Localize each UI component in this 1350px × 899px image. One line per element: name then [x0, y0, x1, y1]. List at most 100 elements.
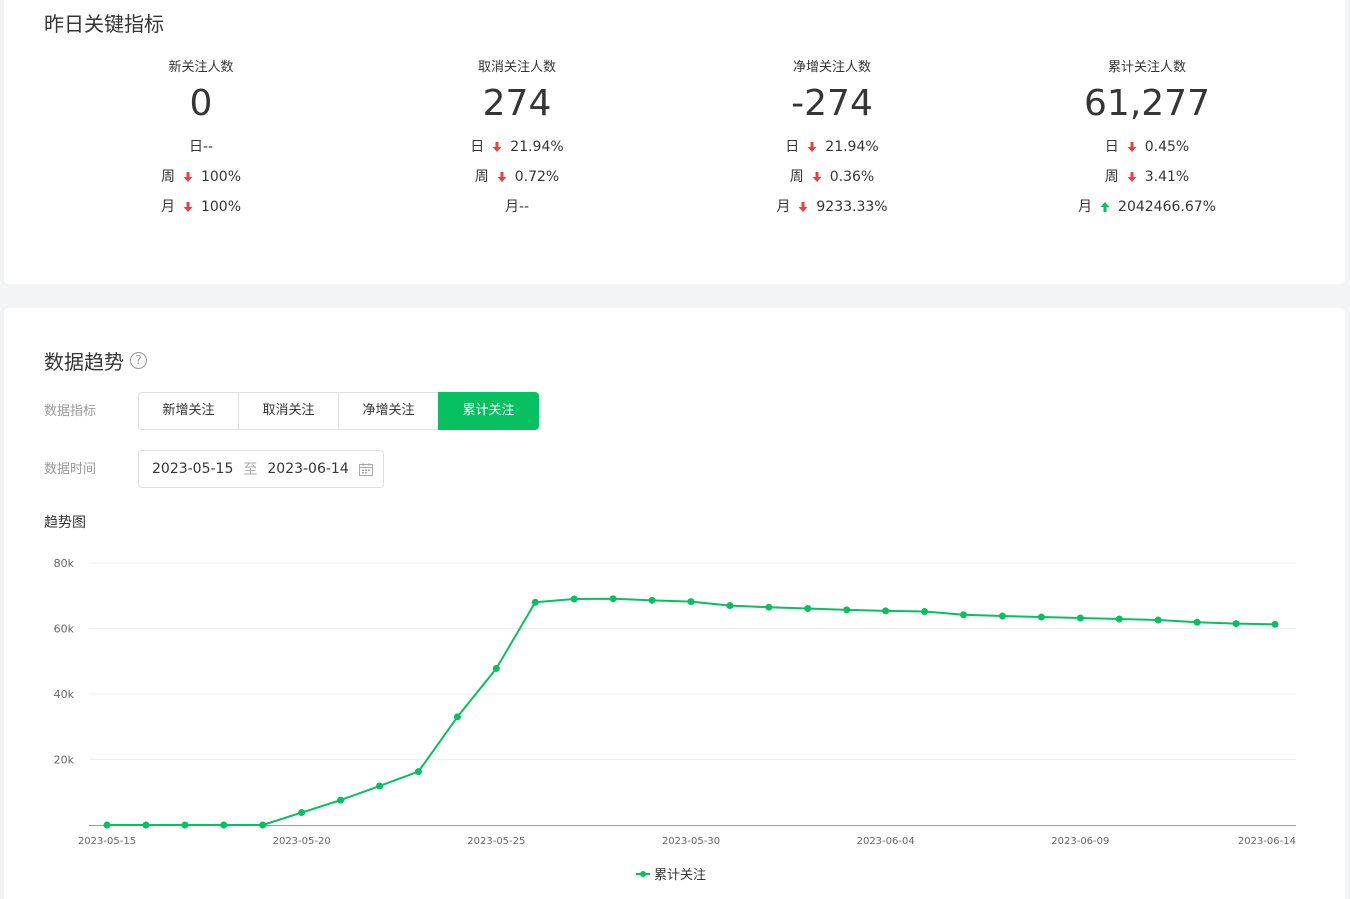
compare-value: 21.94% [510, 139, 564, 155]
compare-value: 100% [200, 199, 242, 215]
metric-compare-row: 周 3.41% [997, 162, 1297, 192]
data-point [1271, 620, 1279, 628]
date-end[interactable]: 2023-06-14 [267, 461, 349, 477]
compare-period-label: 月 [504, 199, 519, 215]
tab-cumulative-follow[interactable]: 累计关注 [438, 392, 539, 430]
arrow-down-icon [181, 170, 195, 184]
metric-title: 净增关注人数 [792, 60, 871, 75]
metric-compare-row: 月 2042466.67% [997, 192, 1297, 222]
metric-card: 累计关注人数 61,277 日 0.45% 周 3.41% 月 2042466.67% [997, 58, 1297, 222]
metric-compare-row: 日 0.45% [997, 132, 1297, 162]
series-line [107, 597, 1276, 826]
legend-label: 累计关注 [654, 868, 707, 883]
compare-value: 0.36% [829, 169, 875, 185]
compare-period-label: 日 [1104, 139, 1119, 155]
metric-compare-row: 周 0.36% [682, 162, 982, 192]
calendar-icon[interactable] [359, 463, 373, 476]
compare-period-label: 日 [470, 139, 485, 155]
x-tick-label: 2023-05-25 [467, 836, 525, 847]
data-point [609, 595, 617, 603]
date-start[interactable]: 2023-05-15 [152, 461, 234, 477]
date-range-picker[interactable]: 2023-05-15 至 2023-06-14 [138, 450, 384, 488]
data-point [181, 821, 189, 829]
data-point [414, 768, 422, 776]
compare-value: 2042466.67% [1118, 199, 1216, 215]
y-tick-label: 40k [54, 688, 75, 701]
compare-period-label: 周 [1104, 169, 1119, 185]
trend-title-row: 数据趋势 ? [44, 346, 147, 375]
metric-value: -274 [791, 83, 873, 124]
data-point [1115, 615, 1123, 623]
arrow-down-icon [1125, 140, 1139, 154]
data-point [259, 821, 267, 829]
data-point [998, 612, 1006, 620]
metric-compare-row: 周 100% [51, 162, 351, 192]
y-tick-label: 80k [54, 557, 75, 570]
metric-title: 取消关注人数 [477, 60, 556, 75]
compare-period-label: 月 [1078, 199, 1093, 215]
legend-marker [636, 869, 650, 879]
metric-compare-row: 周 0.72% [367, 162, 667, 192]
arrow-down-icon [181, 200, 195, 214]
question-circle-icon[interactable]: ? [130, 352, 147, 369]
data-point [1154, 616, 1162, 624]
trend-title: 数据趋势 [44, 350, 124, 374]
tab-net-follow[interactable]: 净增关注 [338, 392, 439, 430]
y-tick-label: 20k [54, 754, 75, 767]
data-point [376, 782, 384, 790]
compare-period-label: 日 [188, 139, 203, 155]
data-point [804, 605, 812, 613]
metric-compare-row: 日 21.94% [367, 132, 667, 162]
trend-card: 数据趋势 ? 数据指标 新增关注 取消关注 净增关注 累计关注 数据时间 202… [4, 308, 1345, 899]
arrow-down-icon [1125, 170, 1139, 184]
data-point [648, 596, 656, 604]
metric-card: 新关注人数 0 日 -- 周 100% 月 100% [51, 58, 351, 222]
data-point [103, 821, 111, 829]
compare-value: 3.41% [1144, 169, 1190, 185]
compare-value: -- [518, 199, 530, 215]
data-point [726, 602, 734, 610]
key-metrics-card: 昨日关键指标 新关注人数 0 日 -- 周 100% 月 100% 取消关注人数 274 日 21.9… [4, 0, 1345, 284]
key-metrics-title: 昨日关键指标 [44, 12, 164, 36]
x-tick-label: 2023-05-30 [662, 836, 720, 847]
compare-period-label: 月 [776, 199, 791, 215]
compare-period-label: 月 [160, 199, 175, 215]
data-point [453, 713, 461, 721]
arrow-up-icon [1098, 200, 1112, 214]
data-point [843, 606, 851, 614]
data-point [1193, 618, 1201, 626]
data-point [142, 821, 150, 829]
compare-value: 0.72% [514, 169, 560, 185]
metric-compare-row: 月 -- [367, 192, 667, 222]
x-tick-label: 2023-06-14 [1238, 836, 1296, 847]
x-tick-label: 2023-06-09 [1051, 836, 1109, 847]
x-tick-label: 2023-05-15 [78, 836, 136, 847]
arrow-down-icon [796, 200, 810, 214]
data-point [921, 607, 929, 615]
data-point [1232, 620, 1240, 628]
date-separator: 至 [243, 462, 258, 478]
metric-compare-row: 日 -- [51, 132, 351, 162]
compare-period-label: 周 [789, 169, 804, 185]
data-point [298, 809, 306, 817]
data-point [1037, 613, 1045, 621]
metric-title: 累计关注人数 [1107, 60, 1186, 75]
metric-filter-label: 数据指标 [44, 404, 97, 419]
trend-line-chart: 20k 40k 60k 80k 2023-05-15 2023-05-20 2023-05-… [54, 557, 1296, 847]
chart-title: 趋势图 [44, 515, 86, 531]
metric-title: 新关注人数 [168, 60, 234, 75]
metric-value: 61,277 [1084, 83, 1210, 124]
metric-value: 274 [482, 83, 552, 124]
metric-compare-row: 月 100% [51, 192, 351, 222]
data-point [531, 598, 539, 606]
tab-new-follow[interactable]: 新增关注 [138, 392, 239, 430]
compare-period-label: 周 [160, 169, 175, 185]
arrow-down-icon [810, 170, 824, 184]
time-filter-label: 数据时间 [44, 462, 97, 477]
chart-legend[interactable]: 累计关注 [636, 864, 706, 883]
data-point [570, 595, 578, 603]
data-point [765, 603, 773, 611]
compare-value: 9233.33% [816, 199, 888, 215]
tab-unfollow[interactable]: 取消关注 [238, 392, 339, 430]
compare-period-label: 周 [474, 169, 489, 185]
